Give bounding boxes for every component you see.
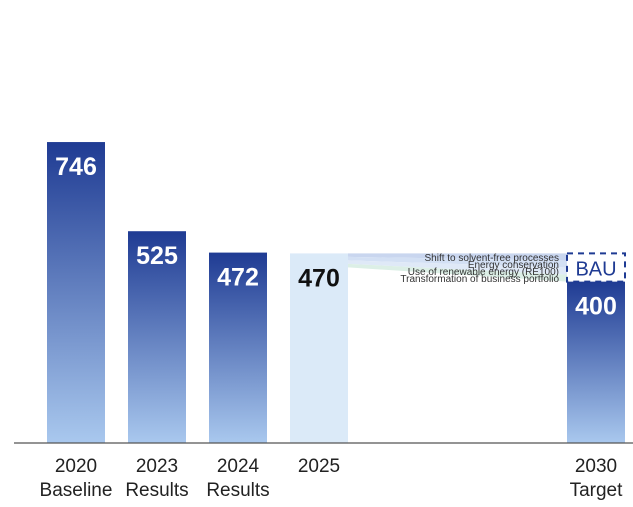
bar-2023 [128, 231, 186, 443]
x-label-year: 2030 [574, 456, 618, 477]
reduction-wedge [348, 253, 567, 261]
reduction-wedge [348, 263, 567, 282]
x-label-2024: 2024 Results [198, 455, 278, 503]
bar-2024 [209, 252, 267, 443]
reduction-measure-label: Shift to solvent-free processes [424, 253, 559, 264]
x-label-sub: Target [569, 480, 623, 501]
x-label-year: 2023 [135, 456, 179, 477]
value-label-2030: 400 [575, 293, 617, 321]
x-label-2020: 2020 Baseline [36, 455, 116, 503]
bau-label: BAU [575, 259, 616, 281]
x-label-sub: Baseline [39, 480, 113, 501]
reduction-wedge [348, 256, 567, 268]
x-label-year: 2025 [297, 456, 341, 477]
x-label-sub: Results [206, 480, 270, 501]
x-label-sub: Results [125, 480, 189, 501]
reduction-wedge [348, 260, 567, 275]
reduction-measure-label: Energy conservation [468, 260, 559, 271]
bars [47, 142, 625, 443]
value-label-2024: 472 [217, 264, 259, 292]
bar-2020 [47, 142, 105, 443]
x-label-2025: 2025 [279, 455, 359, 479]
x-label-2023: 2023 Results [117, 455, 197, 503]
bar-value-labels: 746 525 472 470 400 [55, 153, 617, 321]
x-label-year: 2020 [54, 456, 98, 477]
bau-dashed-box [566, 252, 626, 283]
bar-2030 [567, 281, 625, 443]
bau-box: BAU [566, 252, 626, 283]
bar-2025 [290, 253, 348, 443]
x-label-year: 2024 [216, 456, 260, 477]
value-label-2023: 525 [136, 242, 178, 270]
value-label-2025: 470 [298, 264, 340, 292]
reduction-measure-label: Transformation of business portfolio [400, 274, 559, 285]
reduction-wedges [348, 253, 567, 282]
x-label-2030: 2030 Target [556, 455, 633, 503]
reduction-measure-label: Use of renewable energy (RE100) [408, 267, 559, 278]
value-label-2020: 746 [55, 153, 97, 181]
